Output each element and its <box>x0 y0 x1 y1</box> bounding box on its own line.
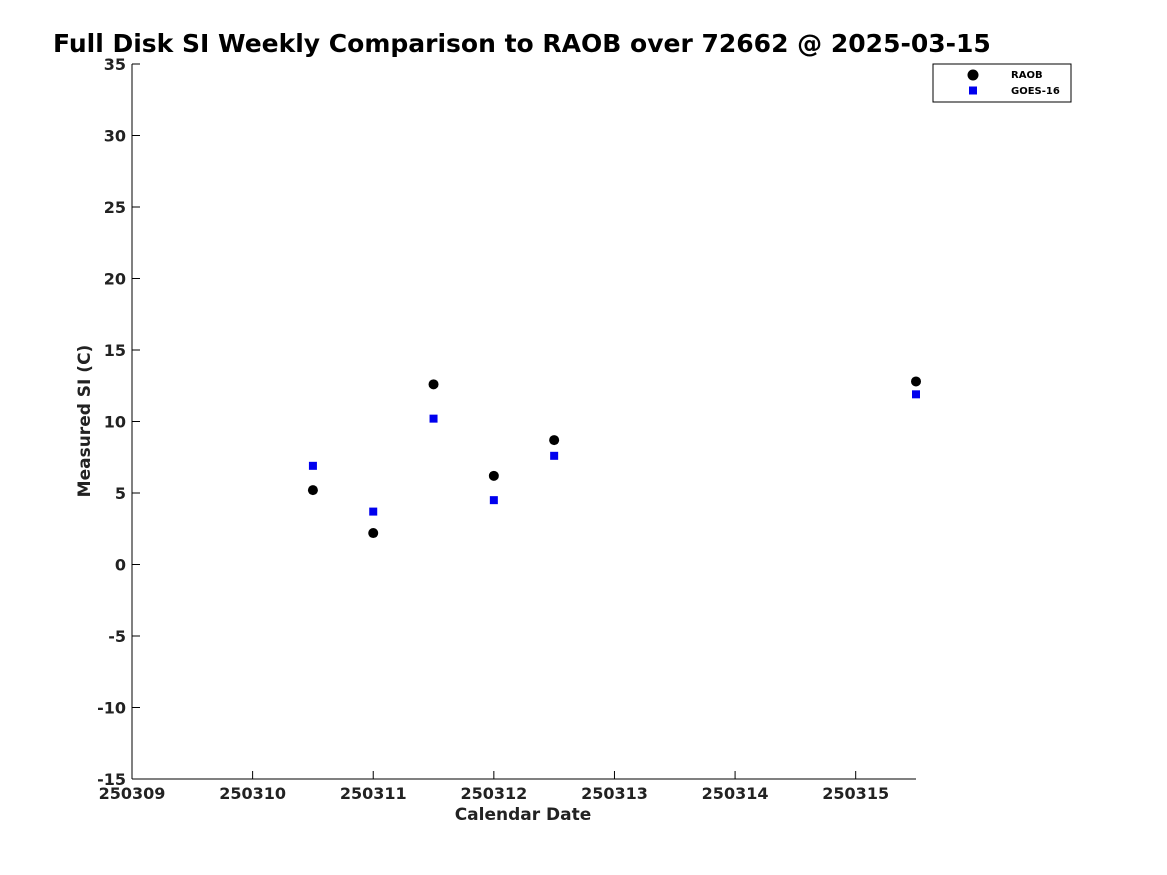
legend-goes-label: GOES-16 <box>1011 86 1060 97</box>
y-tick-label: 20 <box>104 270 126 289</box>
x-tick-label: 250315 <box>822 784 889 803</box>
raob-point <box>488 470 499 481</box>
x-axis-ticks: 250309 250310 250311 250312 250313 250314 2503… <box>99 771 889 803</box>
y-tick-label: 15 <box>104 341 126 360</box>
legend-raob-label: RAOB <box>1011 70 1043 81</box>
y-tick-label: -5 <box>108 627 126 646</box>
legend: RAOB GOES-16 <box>932 63 1072 103</box>
y-axis-ticks: -15 -10 -5 0 5 10 15 20 25 30 35 <box>97 55 140 789</box>
goes-16-point <box>429 414 438 423</box>
x-tick-label: 250312 <box>460 784 527 803</box>
y-tick-label: -10 <box>97 699 126 718</box>
raob-point <box>428 379 439 390</box>
y-axis-label: Measured SI (C) <box>75 345 95 498</box>
goes-16-point <box>369 507 378 516</box>
raob-point <box>307 485 318 496</box>
goes-16-point <box>912 390 920 399</box>
legend-raob-marker <box>967 69 979 81</box>
raob-point <box>911 376 921 387</box>
y-tick-label: 10 <box>104 413 126 432</box>
chart-title: Full Disk SI Weekly Comparison to RAOB o… <box>53 29 991 58</box>
plot-points <box>307 376 921 539</box>
x-tick-label: 250309 <box>99 784 166 803</box>
raob-point <box>368 528 379 539</box>
x-tick-label: 250314 <box>702 784 769 803</box>
y-tick-label: 0 <box>115 556 126 575</box>
legend-goes-marker <box>969 86 977 95</box>
raob-point <box>549 435 560 446</box>
goes-16-point <box>308 461 317 470</box>
legend-box <box>932 63 1072 103</box>
goes-16-point <box>550 451 559 460</box>
x-tick-label: 250313 <box>581 784 648 803</box>
y-tick-label: 25 <box>104 198 126 217</box>
x-tick-label: 250311 <box>340 784 407 803</box>
x-axis-label: Calendar Date <box>455 805 592 825</box>
y-tick-label: 30 <box>104 127 126 146</box>
y-tick-label: 5 <box>115 484 126 503</box>
x-tick-label: 250310 <box>219 784 286 803</box>
y-tick-label: 35 <box>104 55 126 74</box>
y-tick-label: -15 <box>97 770 126 789</box>
goes-16-point <box>489 496 498 505</box>
